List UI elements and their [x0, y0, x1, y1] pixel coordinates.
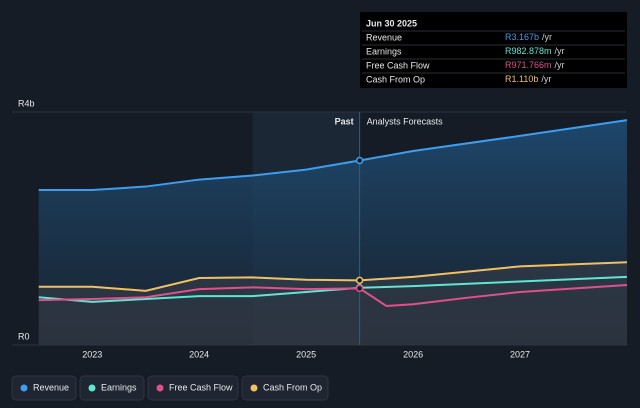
- legend-swatch: [88, 384, 96, 392]
- tooltip-unit: /yr: [555, 60, 565, 70]
- legend-label: Cash From Op: [263, 382, 322, 392]
- tooltip-value-number: R971.766m: [505, 60, 552, 70]
- forecast-label: Analysts Forecasts: [367, 116, 444, 126]
- legend-button: [147, 375, 239, 401]
- tooltip-value: R1.110b/yr: [505, 74, 551, 84]
- y-tick-label: R4b: [18, 98, 35, 108]
- legend-item[interactable]: Earnings: [79, 375, 145, 401]
- legend-label: Revenue: [33, 382, 69, 392]
- tooltip-date: Jun 30 2025: [366, 18, 417, 28]
- x-tick-label: 2023: [82, 349, 102, 359]
- legend-swatch: [20, 384, 28, 392]
- point-marker: [355, 276, 364, 285]
- series-line: [38, 119, 628, 192]
- point-marker: [355, 284, 364, 293]
- tooltip-name: Revenue: [366, 32, 402, 42]
- legend-button: [79, 375, 145, 401]
- x-tick-label: 2024: [189, 349, 209, 359]
- tooltip-name: Earnings: [366, 46, 402, 56]
- series-line: [38, 275, 628, 303]
- tooltip-unit: /yr: [555, 46, 565, 56]
- legend-button: [11, 375, 77, 401]
- legend-label: Free Cash Flow: [169, 382, 233, 392]
- legend-button: [241, 375, 329, 401]
- point-marker: [355, 156, 364, 165]
- legend-item[interactable]: Revenue: [11, 375, 77, 401]
- legend-item[interactable]: Free Cash Flow: [147, 375, 239, 401]
- tooltip-value-number: R1.110b: [505, 74, 538, 84]
- legend-label: Earnings: [101, 382, 137, 392]
- x-tick-label: 2026: [403, 349, 423, 359]
- legend-item[interactable]: Cash From Op: [241, 375, 329, 401]
- tooltip-name: Cash From Op: [366, 74, 425, 84]
- x-tick-label: 2027: [510, 349, 530, 359]
- series-line: [38, 284, 628, 307]
- tooltip-unit: /yr: [541, 74, 551, 84]
- legend-swatch: [156, 384, 164, 392]
- series-line: [38, 261, 628, 292]
- tooltip-value-number: R982.878m: [505, 46, 552, 56]
- tooltip-value-number: R3.167b: [505, 32, 539, 42]
- past-label: Past: [335, 116, 354, 126]
- tooltip-unit: /yr: [542, 32, 552, 42]
- tooltip-value: R3.167b/yr: [505, 32, 552, 42]
- y-tick-label: R0: [18, 331, 30, 341]
- x-tick-label: 2025: [296, 349, 316, 359]
- tooltip-value: R982.878m/yr: [505, 46, 565, 56]
- tooltip-box: [360, 12, 627, 88]
- tooltip-value: R971.766m/yr: [505, 60, 565, 70]
- tooltip-name: Free Cash Flow: [366, 60, 430, 70]
- legend-swatch: [250, 384, 258, 392]
